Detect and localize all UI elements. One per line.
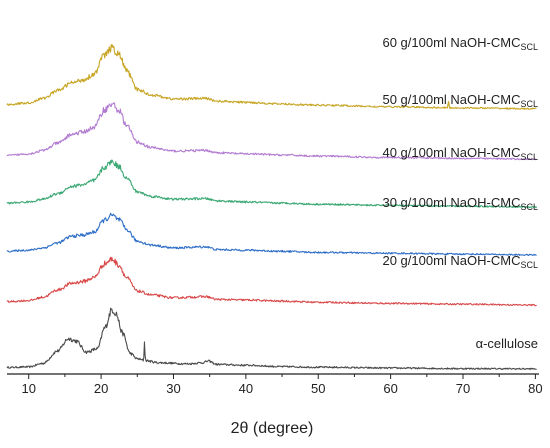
series-label-6: 60 g/100ml NaOH-CMCSCL	[382, 35, 538, 52]
series-line-6	[6, 43, 537, 110]
series-label-main: 40 g/100ml NaOH-CMC	[382, 145, 520, 160]
series-label-2: 20 g/100ml NaOH-CMCSCL	[382, 253, 538, 270]
x-tick-label: 80	[528, 381, 542, 396]
series-label-4: 40 g/100ml NaOH-CMCSCL	[382, 145, 538, 162]
x-tick-label: 20	[94, 381, 108, 396]
plot-lines	[6, 43, 538, 371]
series-label-1: α-cellulose	[476, 336, 538, 351]
series-label-main: 20 g/100ml NaOH-CMC	[382, 253, 520, 268]
series-label-subscript: SCL	[520, 152, 538, 162]
series-line-3	[6, 212, 537, 257]
series-label-main: 30 g/100ml NaOH-CMC	[382, 195, 520, 210]
x-tick-label: 30	[166, 381, 180, 396]
x-tick-label: 60	[383, 381, 397, 396]
series-label-3: 30 g/100ml NaOH-CMCSCL	[382, 195, 538, 212]
x-tick-label: 10	[21, 381, 35, 396]
series-label-main: α-cellulose	[476, 336, 538, 351]
series-label-main: 50 g/100ml NaOH-CMC	[382, 92, 520, 107]
x-axis-title: 2θ (degree)	[231, 420, 314, 437]
x-tick-label: 70	[456, 381, 470, 396]
x-tick-label: 50	[311, 381, 325, 396]
series-label-subscript: SCL	[520, 42, 538, 52]
series-line-5	[6, 102, 538, 161]
series-label-subscript: SCL	[520, 202, 538, 212]
x-axis: 10 20 30 40 50 60 70 80	[7, 373, 543, 396]
series-line-4	[6, 159, 538, 209]
series-label-5: 50 g/100ml NaOH-CMCSCL	[382, 92, 538, 109]
series-label-subscript: SCL	[520, 260, 538, 270]
series-label-subscript: SCL	[520, 99, 538, 109]
x-tick-label: 40	[239, 381, 253, 396]
series-line-1	[6, 307, 537, 371]
series-label-main: 60 g/100ml NaOH-CMC	[382, 35, 520, 50]
series-line-2	[6, 256, 537, 307]
